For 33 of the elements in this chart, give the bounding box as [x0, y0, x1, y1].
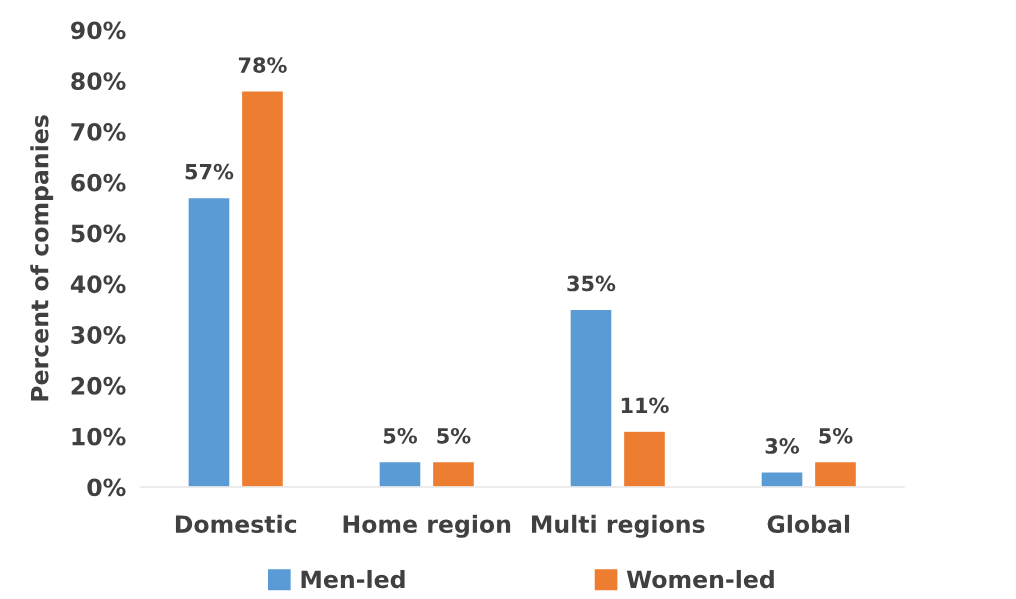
y-tick-label: 30% — [71, 326, 126, 344]
x-tick-label: Domestic — [175, 514, 297, 534]
y-tick-label: 60% — [71, 173, 126, 192]
y-tick-label: 90% — [71, 21, 126, 40]
y-axis-title: Percent of companies — [30, 115, 54, 401]
legend-label: Women-led — [626, 569, 774, 589]
y-tick-label: 10% — [72, 427, 126, 446]
bar — [240, 90, 285, 487]
bar — [760, 471, 804, 487]
text: 35% — [567, 275, 616, 292]
x-tick-label: Home region — [343, 514, 511, 538]
y-tick-label: 50% — [71, 224, 126, 243]
bar — [431, 460, 476, 487]
text: 11% — [621, 397, 669, 414]
y-tick-label: 80% — [71, 72, 126, 91]
text: 5% — [437, 427, 471, 444]
text: 3% — [765, 438, 800, 454]
bar — [378, 460, 422, 487]
x-tick-label: Global — [767, 514, 850, 534]
bar — [813, 460, 858, 487]
bar — [622, 430, 667, 487]
y-tick-label: 40% — [70, 275, 126, 294]
x-tick-label: Multi regions — [532, 514, 705, 538]
y-tick-label: 0% — [87, 478, 126, 497]
y-tick-label: 70% — [71, 122, 126, 141]
text: 57% — [185, 163, 234, 180]
text: 5% — [819, 427, 853, 444]
legend-label: Men-led — [301, 569, 405, 589]
bar — [569, 308, 613, 487]
text: 5% — [383, 427, 417, 444]
text: 78% — [238, 57, 287, 73]
y-tick-label: 20% — [71, 376, 126, 395]
bar — [187, 196, 231, 487]
